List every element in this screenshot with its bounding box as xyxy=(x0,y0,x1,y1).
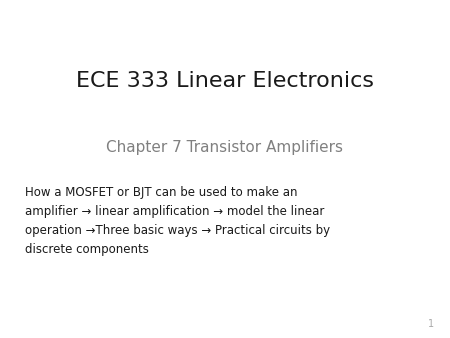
Text: How a MOSFET or BJT can be used to make an
amplifier → linear amplification → mo: How a MOSFET or BJT can be used to make … xyxy=(25,186,330,257)
Text: ECE 333 Linear Electronics: ECE 333 Linear Electronics xyxy=(76,71,374,91)
Text: 1: 1 xyxy=(428,318,434,329)
Text: Chapter 7 Transistor Amplifiers: Chapter 7 Transistor Amplifiers xyxy=(107,140,343,154)
